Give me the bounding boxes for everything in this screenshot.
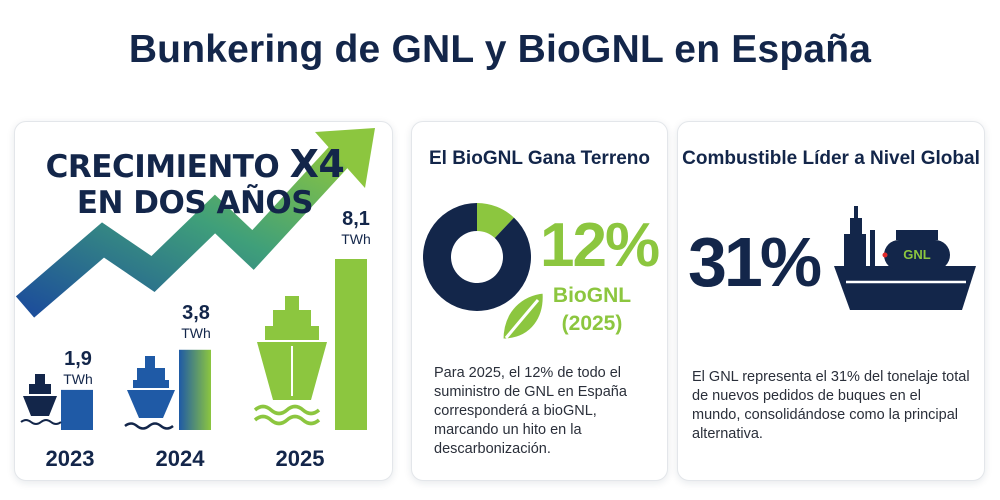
headline-line1: CRECIMIENTO bbox=[45, 149, 280, 185]
leaf-icon bbox=[500, 290, 546, 342]
biognl-card: El BioGNL Gana Terreno 12% BioGNL (2025)… bbox=[411, 121, 668, 481]
lng-ship-icon bbox=[834, 206, 976, 310]
ship-icon bbox=[20, 374, 62, 425]
page-title: Bunkering de GNL y BioGNL en España bbox=[128, 28, 872, 71]
year-label: 2024 bbox=[155, 446, 205, 471]
growth-card: CRECIMIENTO X4 EN DOS AÑOS 1,9 TWh 3,8 T… bbox=[14, 121, 393, 481]
bar-value-label: 3,8 bbox=[182, 302, 210, 324]
biognl-label: BioGNL bbox=[552, 284, 632, 307]
growth-chart bbox=[15, 128, 375, 430]
global-percent: 31% bbox=[688, 223, 822, 301]
headline-line2: EN DOS AÑOS bbox=[76, 185, 314, 221]
year-label: 2023 bbox=[45, 446, 95, 471]
ship-icon bbox=[253, 296, 327, 426]
biognl-title: El BioGNL Gana Terreno bbox=[428, 148, 650, 169]
bar-2023 bbox=[61, 389, 93, 430]
donut-slice-rest bbox=[423, 203, 531, 311]
global-card: Combustible Líder a Nivel Global 31% GNL… bbox=[677, 121, 985, 481]
arrow-up-icon bbox=[15, 128, 375, 318]
bar-2024 bbox=[179, 349, 211, 430]
bar-2025 bbox=[335, 259, 367, 430]
biognl-donut bbox=[423, 203, 546, 342]
biognl-year: (2025) bbox=[561, 312, 623, 335]
global-text: El GNL representa el 31% del tonelaje to… bbox=[692, 369, 970, 442]
growth-headline: CRECIMIENTO X4 EN DOS AÑOS bbox=[45, 145, 345, 221]
biognl-text: Para 2025, el 12% de todo el suministro … bbox=[434, 365, 627, 457]
bar-value-label: 8,1 bbox=[342, 208, 370, 230]
bar-value-label: 1,9 bbox=[64, 348, 92, 370]
bar-unit-label: TWh bbox=[181, 325, 211, 341]
year-label: 2025 bbox=[275, 446, 325, 471]
donut-slice-biognl bbox=[477, 203, 514, 239]
ship-icon bbox=[124, 356, 175, 430]
bar-unit-label: TWh bbox=[341, 231, 371, 247]
bar-unit-label: TWh bbox=[63, 371, 93, 387]
headline-x4: X4 bbox=[289, 142, 345, 186]
lng-tag: GNL bbox=[903, 247, 931, 262]
global-title: Combustible Líder a Nivel Global bbox=[682, 148, 980, 169]
biognl-percent: 12% bbox=[540, 211, 660, 280]
